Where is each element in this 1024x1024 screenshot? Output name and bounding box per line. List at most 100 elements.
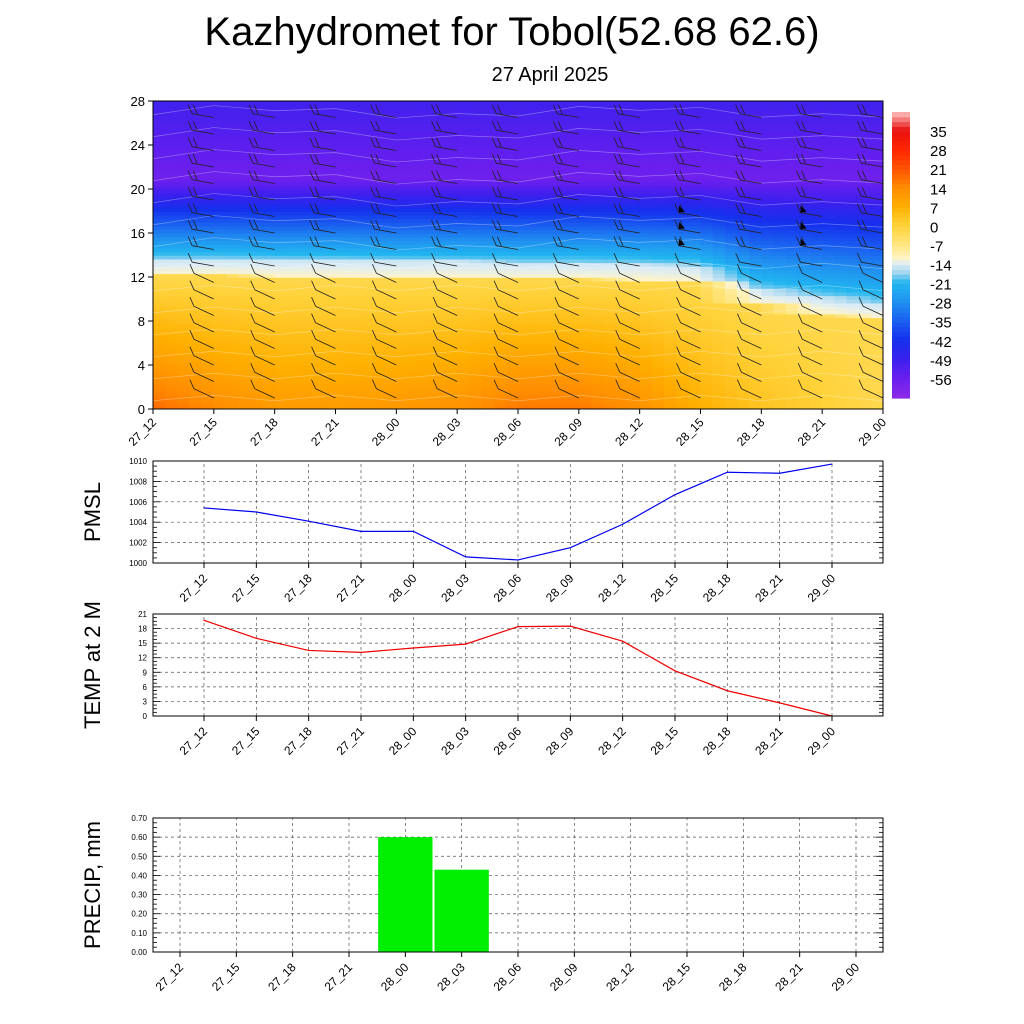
heatmap-cell [201,394,215,399]
heatmap-cell [688,339,702,344]
heatmap-cell [165,335,179,341]
heatmap-cell [773,192,787,198]
heatmap-cell [177,236,191,242]
heatmap-cell [359,123,373,128]
heatmap-cell [810,394,823,399]
heatmap-cell [481,119,495,124]
heatmap-cell [189,280,203,286]
heatmap-cell [797,255,811,260]
heatmap-cell [846,156,860,161]
heatmap-cell [396,310,410,315]
heatmap-cell [201,159,215,165]
heatmap-cell [591,148,604,154]
heatmap-cell [396,401,410,407]
heatmap-cell [347,163,361,168]
heatmap-cell [834,335,848,341]
heatmap-cell [530,119,544,124]
heatmap-cell [627,214,641,220]
heatmap-cell [432,365,446,370]
heatmap-cell [554,346,568,352]
heatmap-cell [530,328,544,333]
heatmap-cell [651,401,665,407]
heatmap-cell [615,302,629,308]
heatmap-cell [274,346,288,352]
heatmap-cell [493,262,507,267]
heatmap-cell [408,357,422,363]
heatmap-cell [676,295,690,300]
heatmap-cell [554,236,568,242]
heatmap-cell [299,299,312,304]
heatmap-cell [846,317,860,322]
heatmap-cell [639,335,653,341]
heatmap-cell [712,156,726,161]
heatmap-cell [737,189,750,194]
heatmap-cell [773,148,787,154]
heatmap-cell [785,365,799,370]
heatmap-cell [615,258,629,264]
heatmap-cell [578,324,592,330]
heatmap-cell [688,145,702,150]
heatmap-cell [177,196,191,201]
heatmap-cell [664,104,677,110]
heatmap-cell [578,156,592,161]
heatmap-cell [493,361,507,366]
heatmap-cell [457,401,471,407]
heatmap-cell [299,394,312,399]
heatmap-cell [761,119,775,124]
heatmap-cell [639,200,653,205]
heatmap-cell [870,335,883,341]
heatmap-cell [542,277,556,282]
heatmap-cell [335,178,349,183]
heatmap-cell [408,361,422,366]
heatmap-cell [226,189,239,194]
heatmap-cell [469,211,483,216]
heatmap-cell [493,148,507,154]
heatmap-cell [408,354,422,359]
heatmap-cell [785,379,799,385]
heatmap-cell [627,196,641,201]
heatmap-cell [347,299,361,304]
heatmap-cell [311,167,325,172]
heatmap-cell [627,295,641,300]
heatmap-cell [408,317,422,322]
heatmap-cell [846,181,860,187]
heatmap-cell [797,357,811,363]
heatmap-cell [505,317,519,322]
heatmap-cell [286,398,300,403]
heatmap-cell [554,163,568,168]
heatmap-cell [323,401,337,407]
heatmap-cell [846,284,860,289]
heatmap-cell [761,302,775,308]
heatmap-cell [858,233,872,238]
heatmap-cell [201,251,215,256]
heatmap-cell [213,321,227,326]
heatmap-cell [250,302,264,308]
heatmap-cell [311,137,325,143]
heatmap-cell [700,350,714,355]
heatmap-cell [700,291,714,297]
heatmap-cell [274,350,288,355]
heatmap-cell [773,321,787,326]
heatmap-cell [347,126,361,132]
heatmap-cell [432,321,446,326]
heatmap-cell [627,258,641,264]
heatmap-cell [505,266,519,271]
heatmap-cell [189,390,203,396]
heatmap-cell [457,332,471,337]
heatmap-cell [445,372,458,377]
heatmap-cell [262,372,276,377]
heatmap-cell [810,321,823,326]
heatmap-cell [822,255,836,260]
heatmap-cell [724,207,738,212]
heatmap-cell [238,383,252,388]
heatmap-cell [639,317,653,322]
heatmap-cell [201,244,215,249]
heatmap-cell [189,196,203,201]
heatmap-cell [688,258,702,264]
heatmap-cell [384,291,398,297]
heatmap-cell [664,299,677,304]
heatmap-cell [639,379,653,385]
heatmap-cell [700,306,714,311]
heatmap-cell [347,277,361,282]
heatmap-cell [408,115,422,121]
